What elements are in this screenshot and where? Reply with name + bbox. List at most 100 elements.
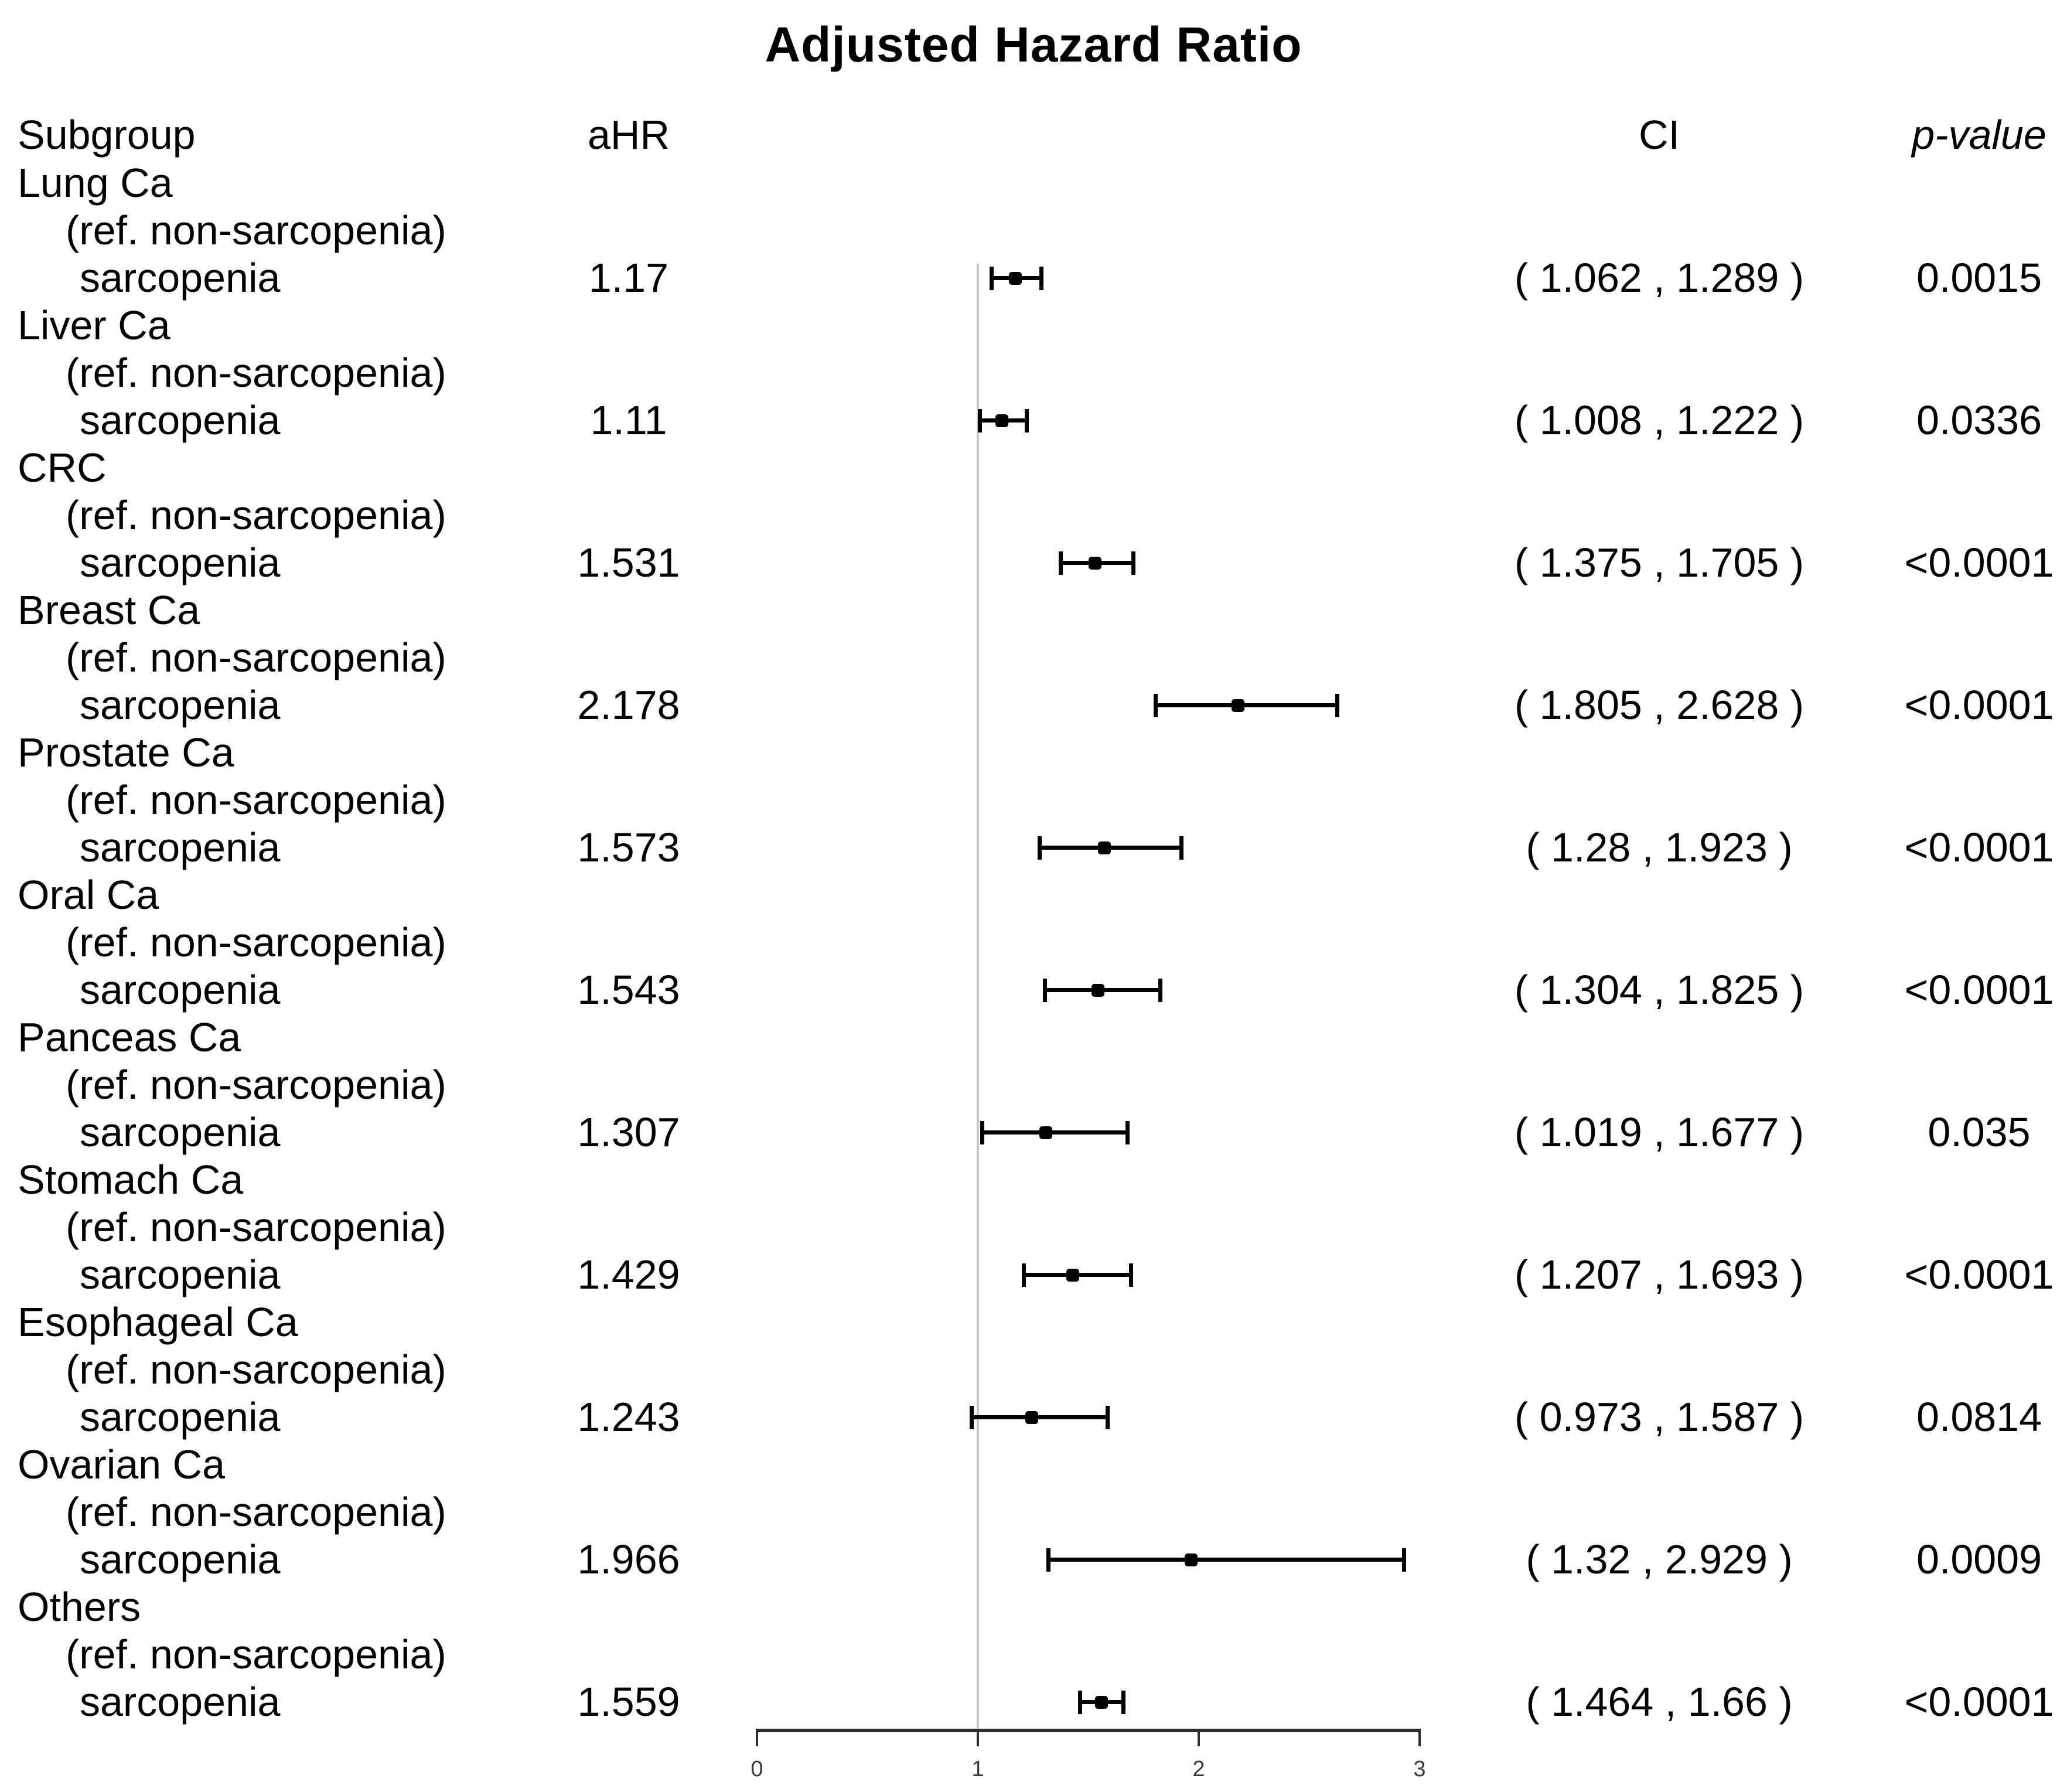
- ci-cap-left: [1046, 1548, 1051, 1572]
- ci-cap-left: [970, 1405, 974, 1429]
- column-header-ahr: aHR: [587, 112, 670, 158]
- chart-title: Adjusted Hazard Ratio: [765, 17, 1302, 72]
- ci-value: ( 1.32 , 2.929 ): [1526, 1537, 1793, 1582]
- exposure-label: sarcopenia: [80, 1537, 281, 1582]
- ci-value: ( 1.28 , 1.923 ): [1526, 825, 1793, 870]
- ci-cap-left: [1043, 978, 1048, 1002]
- table-row: Others: [0, 1583, 2067, 1631]
- ci-value: ( 1.304 , 1.825 ): [1514, 967, 1805, 1013]
- ci-bar: [1048, 1558, 1404, 1562]
- point-estimate-dot: [1009, 271, 1022, 285]
- ci-cap-right: [1105, 1405, 1110, 1429]
- table-row: (ref. non-sarcopenia): [0, 1488, 2067, 1536]
- ci-cap-right: [1335, 693, 1340, 717]
- reference-line: [977, 264, 979, 1731]
- ahr-value: 1.966: [577, 1537, 680, 1582]
- table-row: Oral Ca: [0, 871, 2067, 919]
- axis-tick-label: 3: [1413, 1757, 1426, 1781]
- point-estimate-dot: [1094, 1695, 1108, 1709]
- axis-tick: [1198, 1729, 1200, 1746]
- table-row: Breast Ca: [0, 587, 2067, 634]
- ci-cap-left: [977, 408, 982, 432]
- exposure-label: sarcopenia: [80, 255, 281, 301]
- table-row: sarcopenia 1.559 ( 1.464 , 1.66 ) <0.0001: [0, 1678, 2067, 1726]
- table-row: Lung Ca: [0, 159, 2067, 207]
- ref-label: (ref. non-sarcopenia): [66, 1489, 446, 1535]
- p-value: <0.0001: [1904, 967, 2054, 1013]
- table-row: CRC: [0, 444, 2067, 492]
- ci-cap-left: [1078, 1690, 1083, 1714]
- table-row: Prostate Ca: [0, 729, 2067, 776]
- p-value: 0.0814: [1916, 1394, 2042, 1440]
- exposure-label: sarcopenia: [80, 967, 281, 1013]
- table-row: sarcopenia 1.11 ( 1.008 , 1.222 ) 0.0336: [0, 397, 2067, 444]
- table-row: (ref. non-sarcopenia): [0, 1061, 2067, 1109]
- group-name: Liver Ca: [18, 302, 170, 348]
- table-row: Stomach Ca: [0, 1156, 2067, 1204]
- table-row: sarcopenia 1.573 ( 1.28 , 1.923 ) <0.0001: [0, 824, 2067, 871]
- ref-label: (ref. non-sarcopenia): [66, 350, 446, 396]
- p-value: 0.0009: [1916, 1537, 2042, 1582]
- ref-label: (ref. non-sarcopenia): [66, 1204, 446, 1250]
- table-row: sarcopenia 1.966 ( 1.32 , 2.929 ) 0.0009: [0, 1536, 2067, 1583]
- exposure-label: sarcopenia: [80, 825, 281, 870]
- ci-cap-left: [980, 1120, 984, 1144]
- table-row: sarcopenia 1.243 ( 0.973 , 1.587 ) 0.0814: [0, 1394, 2067, 1441]
- exposure-label: sarcopenia: [80, 682, 281, 728]
- ref-label: (ref. non-sarcopenia): [66, 1062, 446, 1108]
- point-estimate-dot: [1089, 556, 1102, 570]
- x-axis-line: [757, 1729, 1420, 1732]
- axis-tick: [977, 1729, 979, 1746]
- group-name: Stomach Ca: [18, 1157, 244, 1202]
- axis-tick: [756, 1729, 758, 1746]
- ci-cap-left: [1038, 836, 1042, 860]
- point-estimate-dot: [995, 414, 1009, 427]
- group-name: Breast Ca: [18, 587, 200, 633]
- ahr-value: 1.429: [577, 1252, 680, 1297]
- ci-value: ( 1.805 , 2.628 ): [1514, 682, 1805, 728]
- table-row: Esophageal Ca: [0, 1299, 2067, 1346]
- ci-value: ( 0.973 , 1.587 ): [1514, 1394, 1805, 1440]
- table-row: sarcopenia 1.429 ( 1.207 , 1.693 ) <0.0001: [0, 1251, 2067, 1299]
- p-value: <0.0001: [1904, 1252, 2054, 1297]
- group-name: Others: [18, 1584, 141, 1630]
- ref-label: (ref. non-sarcopenia): [66, 207, 446, 253]
- table-row: sarcopenia 1.531 ( 1.375 , 1.705 ) <0.0001: [0, 539, 2067, 587]
- exposure-label: sarcopenia: [80, 1679, 281, 1725]
- point-estimate-dot: [1039, 1126, 1052, 1139]
- ci-cap-right: [1128, 1263, 1133, 1287]
- group-name: Ovarian Ca: [18, 1442, 226, 1487]
- ref-label: (ref. non-sarcopenia): [66, 919, 446, 965]
- ci-cap-left: [1058, 551, 1063, 575]
- point-estimate-dot: [1098, 841, 1111, 854]
- table-row: sarcopenia 1.307 ( 1.019 , 1.677 ) 0.035: [0, 1109, 2067, 1156]
- ci-value: ( 1.062 , 1.289 ): [1514, 255, 1805, 301]
- ci-cap-right: [1401, 1548, 1406, 1572]
- ci-cap-right: [1025, 408, 1029, 432]
- ci-value: ( 1.019 , 1.677 ): [1514, 1109, 1805, 1155]
- table-row: sarcopenia 1.543 ( 1.304 , 1.825 ) <0.0001: [0, 966, 2067, 1014]
- point-estimate-dot: [1232, 699, 1245, 712]
- axis-tick-label: 2: [1192, 1757, 1205, 1781]
- ci-cap-right: [1158, 978, 1162, 1002]
- group-name: Panceas Ca: [18, 1014, 241, 1060]
- group-name: Oral Ca: [18, 872, 159, 918]
- ci-cap-left: [1153, 693, 1158, 717]
- p-value: 0.035: [1928, 1109, 2031, 1155]
- ci-bar: [982, 1130, 1128, 1135]
- ci-cap-right: [1125, 1120, 1130, 1144]
- column-header-pvalue: p-value: [1912, 112, 2046, 158]
- p-value: <0.0001: [1904, 1679, 2054, 1725]
- p-value: <0.0001: [1904, 682, 2054, 728]
- group-name: CRC: [18, 445, 107, 490]
- ci-cap-left: [1021, 1263, 1026, 1287]
- p-value: 0.0336: [1916, 397, 2042, 443]
- ahr-value: 1.17: [588, 255, 669, 301]
- axis-tick: [1418, 1729, 1421, 1746]
- table-row: (ref. non-sarcopenia): [0, 492, 2067, 539]
- ci-cap-right: [1039, 266, 1044, 290]
- point-estimate-dot: [1185, 1553, 1198, 1566]
- ci-bar: [971, 1415, 1108, 1419]
- group-name: Prostate Ca: [18, 730, 234, 775]
